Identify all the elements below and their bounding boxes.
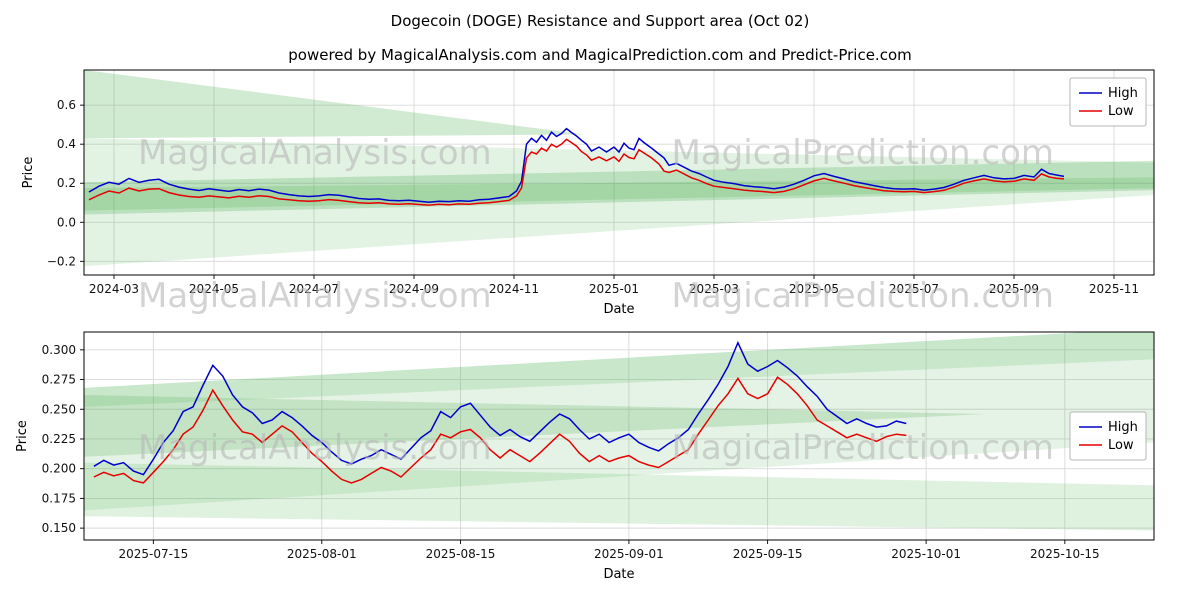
price-lines — [88, 127, 1065, 206]
series-high-line — [93, 340, 907, 476]
x-axis-label: Date — [603, 567, 634, 582]
x-tick-label: 2025-08-01 — [287, 547, 357, 561]
series-low-line — [88, 138, 1065, 206]
chart-title: Dogecoin (DOGE) Resistance and Support a… — [390, 12, 810, 30]
y-tick-label: 0.2 — [57, 176, 76, 190]
x-tick-label: 2025-11 — [1089, 282, 1139, 296]
y-axis-label: Price — [15, 420, 30, 452]
x-tick-label: 2025-08-15 — [426, 547, 496, 561]
support-resistance-bands — [84, 70, 1154, 267]
x-tick-label: 2025-01 — [589, 282, 639, 296]
y-tick-label: 0.6 — [57, 98, 76, 112]
chart-subtitle: powered by MagicalAnalysis.com and Magic… — [288, 46, 912, 64]
y-tick-label: 0.0 — [57, 215, 76, 229]
series-high-line — [88, 127, 1065, 203]
x-tick-label: 2025-07-15 — [118, 547, 188, 561]
gridlines — [84, 332, 1154, 540]
legend-high-label: High — [1108, 86, 1138, 101]
x-tick-label: 2024-07 — [289, 282, 339, 296]
price-lines — [93, 340, 907, 484]
legend-low-label: Low — [1108, 104, 1134, 119]
legend: High Low — [1069, 77, 1147, 127]
x-tick-label: 2024-03 — [89, 282, 139, 296]
x-tick-label: 2025-09 — [989, 282, 1039, 296]
x-tick-label: 2025-03 — [689, 282, 739, 296]
x-tick-label: 2025-10-01 — [891, 547, 961, 561]
y-tick-label: 0.225 — [42, 432, 76, 446]
y-tick-label: 0.4 — [57, 137, 76, 151]
y-tick-label: 0.275 — [42, 373, 76, 387]
y-tick-label: 0.200 — [42, 462, 76, 476]
x-tick-label: 2025-07 — [889, 282, 939, 296]
plot-border — [83, 69, 1155, 276]
x-tick-label: 2025-09-01 — [594, 547, 664, 561]
bottom-price-chart: 2025-07-15 2025-08-01 2025-08-15 2025-09-01… — [15, 331, 1155, 582]
x-tick-label: 2025-05 — [789, 282, 839, 296]
y-tick-label: −0.2 — [47, 254, 76, 268]
y-axis-label: Price — [21, 157, 36, 189]
y-tick-label: 0.250 — [42, 402, 76, 416]
axis-ticks: 2025-07-15 2025-08-01 2025-08-15 2025-09-01… — [42, 343, 1100, 561]
y-tick-label: 0.300 — [42, 343, 76, 357]
x-tick-label: 2025-09-15 — [733, 547, 803, 561]
y-tick-label: 0.150 — [42, 521, 76, 535]
legend: High Low — [1069, 411, 1147, 461]
support-resistance-bands — [84, 332, 1154, 531]
series-low-line — [93, 376, 907, 484]
x-tick-label: 2024-05 — [189, 282, 239, 296]
x-tick-label: 2025-10-15 — [1030, 547, 1100, 561]
x-axis-label: Date — [603, 302, 634, 317]
legend-high-label: High — [1108, 420, 1138, 435]
y-tick-label: 0.175 — [42, 491, 76, 505]
axis-ticks: 2024-03 2024-05 2024-07 2024-09 2024-11 2025-… — [47, 98, 1139, 296]
plot-border — [83, 331, 1155, 541]
x-tick-label: 2024-09 — [389, 282, 439, 296]
x-tick-label: 2024-11 — [489, 282, 539, 296]
legend-low-label: Low — [1108, 438, 1134, 453]
top-price-chart: 2024-03 2024-05 2024-07 2024-09 2024-11 2025-… — [21, 69, 1155, 317]
